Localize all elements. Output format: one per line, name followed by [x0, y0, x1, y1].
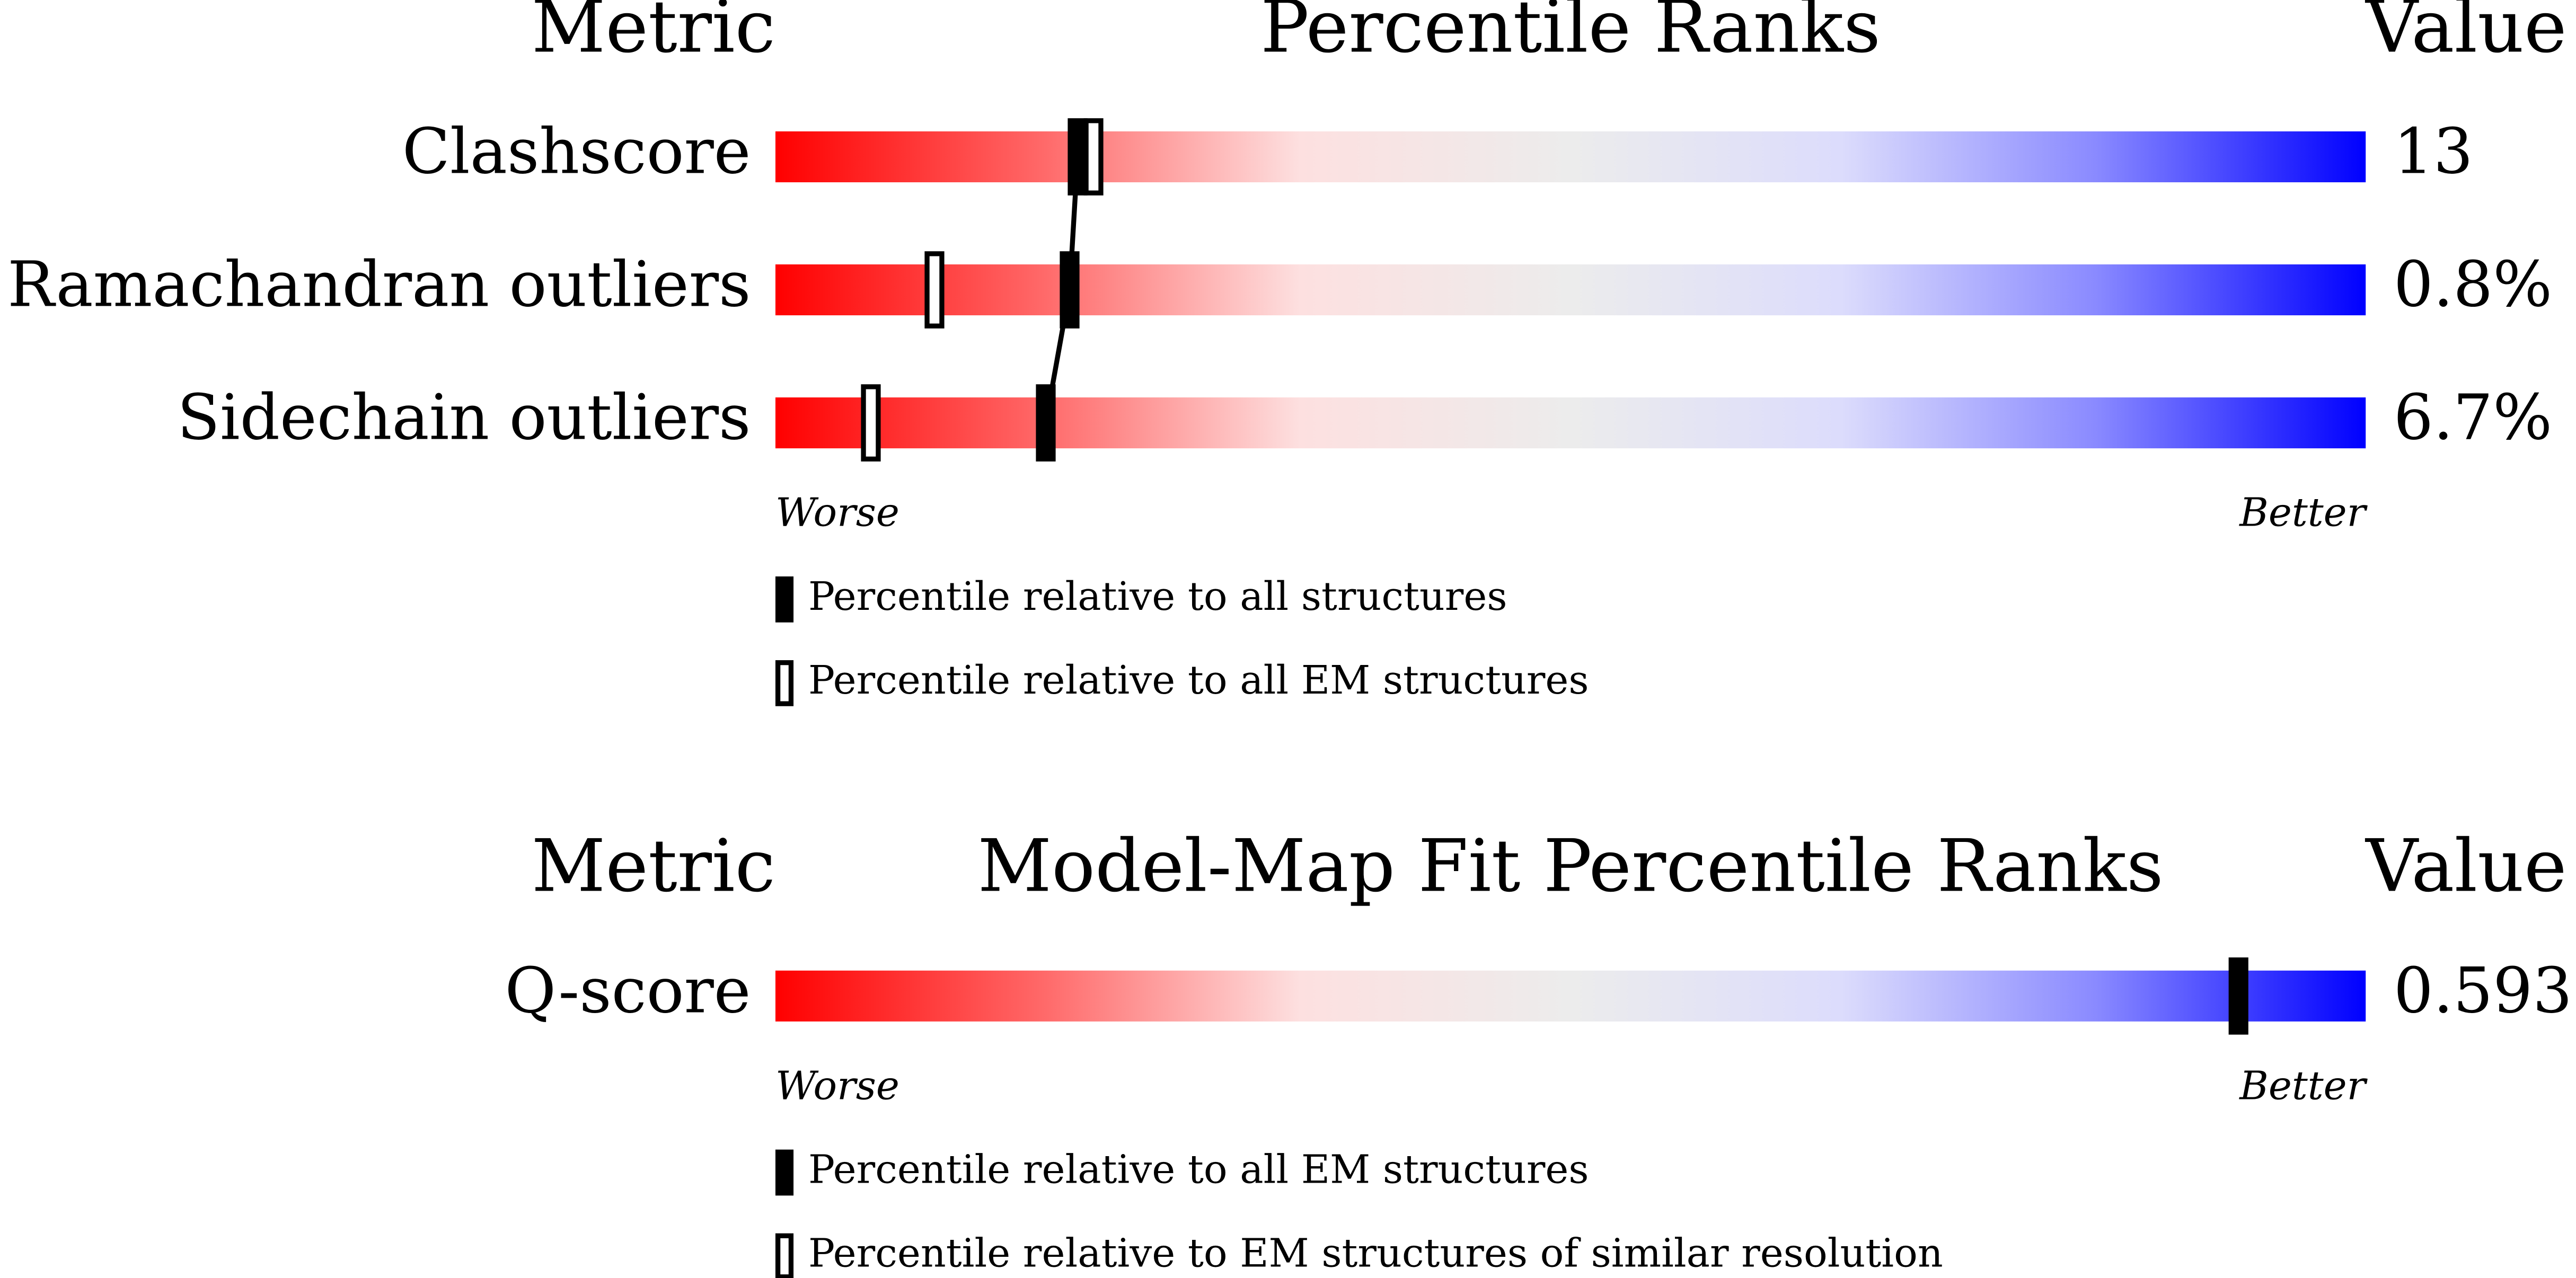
- metric-value: 13: [2394, 116, 2473, 188]
- percentile-marker-open: [924, 251, 945, 329]
- metric-header: Metric: [532, 0, 775, 69]
- metric-label: Q-score: [505, 954, 751, 1027]
- metric-value: 0.593: [2394, 954, 2572, 1027]
- percentile-marker-filled: [1036, 384, 1056, 462]
- legend-label: Percentile relative to EM structures of …: [808, 1230, 1943, 1276]
- percentile-bar: [775, 397, 2366, 449]
- legend-swatch: [775, 660, 794, 706]
- percentile-marker-filled: [1068, 118, 1088, 196]
- high-label: Better: [2238, 1062, 2368, 1108]
- legend-label: Percentile relative to all EM structures: [808, 1146, 1589, 1192]
- legend-label: Percentile relative to all EM structures: [808, 657, 1589, 703]
- metric-label: Ramachandran outliers: [7, 248, 751, 321]
- metric-value: 0.8%: [2394, 248, 2552, 321]
- high-label: Better: [2238, 490, 2368, 536]
- chart-title: Model-Map Fit Percentile Ranks: [977, 824, 2163, 908]
- legend-swatch: [775, 576, 794, 623]
- metric-label: Clashscore: [402, 116, 751, 188]
- low-label: Worse: [775, 490, 899, 536]
- legend-label: Percentile relative to all structures: [808, 573, 1507, 619]
- value-header: Value: [2365, 824, 2566, 908]
- metric-label: Sidechain outliers: [177, 381, 751, 454]
- chart-title: Percentile Ranks: [1260, 0, 1881, 69]
- metric-value: 6.7%: [2394, 381, 2552, 454]
- legend-swatch: [775, 1149, 794, 1196]
- percentile-bar: [775, 264, 2366, 316]
- metric-header: Metric: [532, 824, 775, 908]
- percentile-marker-open: [861, 384, 881, 462]
- low-label: Worse: [775, 1062, 899, 1108]
- percentile-bar: [775, 970, 2366, 1022]
- percentile-marker-filled: [2228, 957, 2248, 1035]
- legend-swatch: [775, 1233, 794, 1278]
- percentile-bar: [775, 131, 2366, 183]
- value-header: Value: [2365, 0, 2566, 69]
- percentile-marker-filled: [1060, 251, 1080, 329]
- percentile-marker-open: [1083, 118, 1104, 196]
